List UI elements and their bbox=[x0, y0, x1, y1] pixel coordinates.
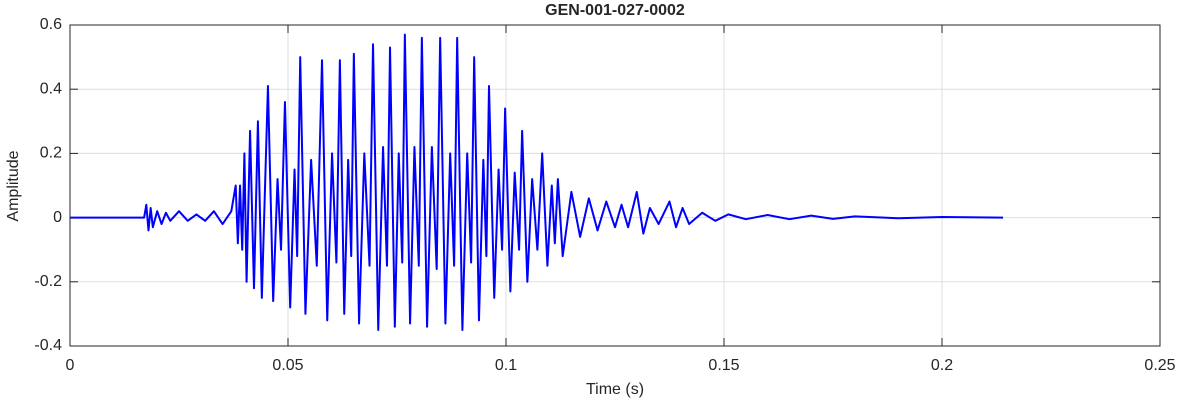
x-axis-label: Time (s) bbox=[586, 381, 644, 398]
y-tick-label: -0.2 bbox=[34, 273, 62, 290]
plot-area bbox=[70, 33, 1004, 331]
x-tick-label: 0.05 bbox=[272, 357, 303, 374]
y-tick-label: 0.2 bbox=[40, 145, 62, 162]
y-tick-label: 0.6 bbox=[40, 16, 62, 33]
x-tick-label: 0.1 bbox=[495, 357, 517, 374]
x-tick-label: 0.15 bbox=[708, 357, 739, 374]
y-tick-label: -0.4 bbox=[34, 337, 62, 354]
waveform-line bbox=[70, 33, 1004, 331]
axes-box bbox=[69, 24, 1161, 347]
x-tick-label: 0.2 bbox=[931, 357, 953, 374]
x-tick-label: 0.25 bbox=[1144, 357, 1175, 374]
chart-title: GEN-001-027-0002 bbox=[545, 2, 685, 19]
y-tick-label: 0 bbox=[53, 209, 62, 226]
y-tick-label: 0.4 bbox=[40, 80, 62, 97]
x-tick-label: 0 bbox=[66, 357, 75, 374]
grid bbox=[69, 24, 1161, 347]
y-axis-label: Amplitude bbox=[5, 150, 22, 221]
